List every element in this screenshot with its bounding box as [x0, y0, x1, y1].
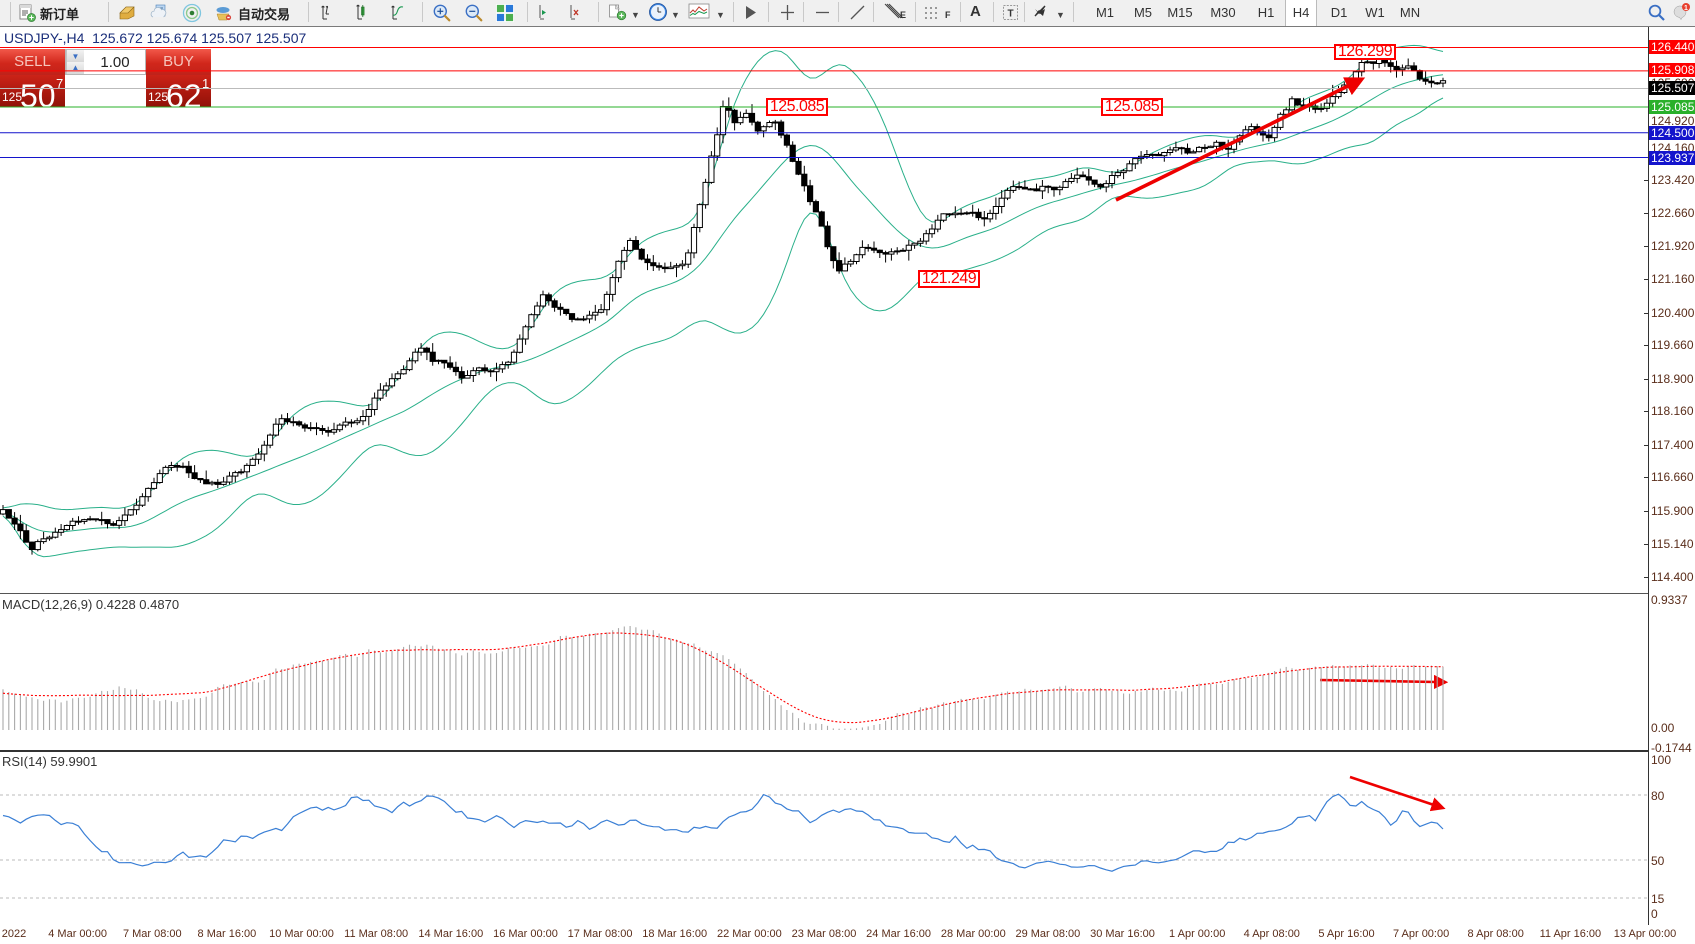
svg-text:T: T — [1007, 9, 1013, 20]
svg-text:1: 1 — [1684, 5, 1688, 12]
